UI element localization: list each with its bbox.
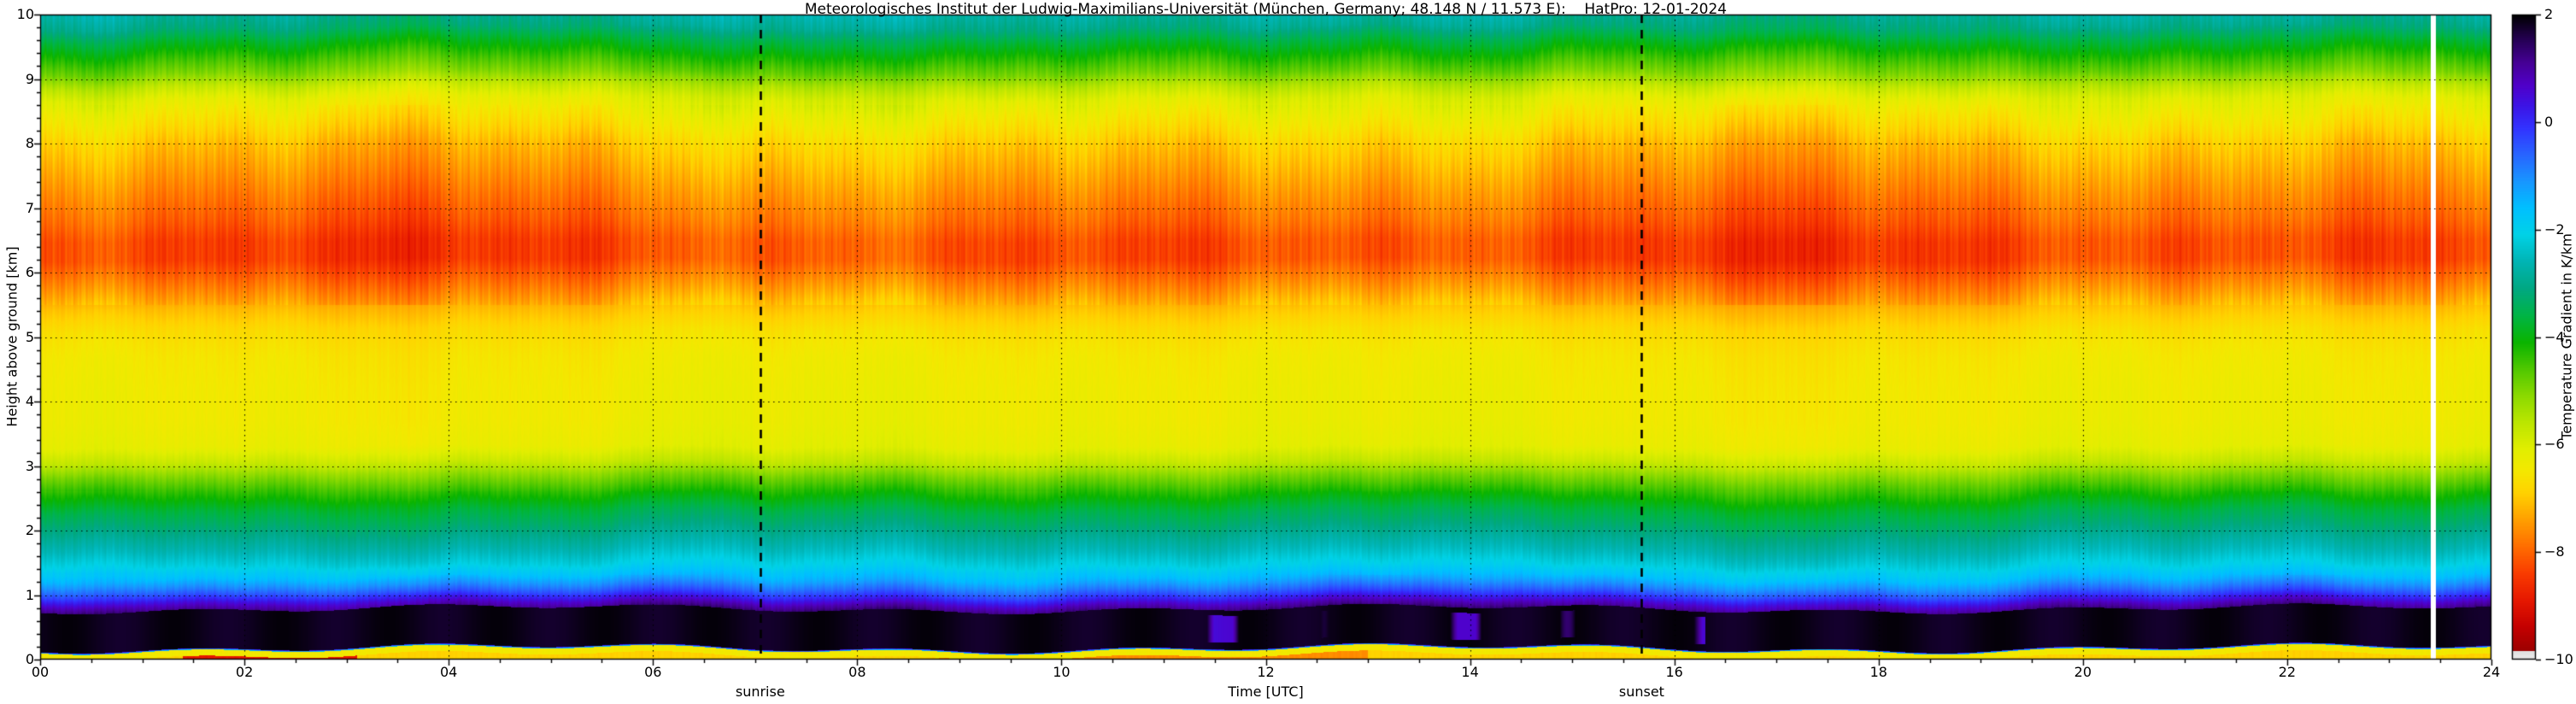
x-tick-label: 24 bbox=[2482, 664, 2501, 680]
y-tick-label: 7 bbox=[25, 199, 34, 216]
colorbar-tick-label: −4 bbox=[2544, 328, 2565, 345]
x-tick-label: 04 bbox=[439, 664, 458, 680]
colorbar-tick-label: 2 bbox=[2544, 6, 2554, 22]
x-tick-label: 20 bbox=[2074, 664, 2092, 680]
y-tick-label: 2 bbox=[25, 522, 34, 538]
x-axis-label: Time [UTC] bbox=[1228, 683, 1304, 700]
colorbar-tick-label: −2 bbox=[2544, 220, 2565, 238]
x-tick-label: 22 bbox=[2278, 664, 2297, 680]
colorbar-tick-label: −10 bbox=[2544, 651, 2573, 667]
x-tick-label: 14 bbox=[1461, 664, 1479, 680]
sunrise-annotation: sunrise bbox=[735, 683, 785, 700]
y-tick-label: 1 bbox=[25, 586, 34, 603]
y-tick-label: 10 bbox=[16, 6, 34, 22]
x-tick-label: 16 bbox=[1665, 664, 1683, 680]
y-tick-label: 8 bbox=[25, 135, 34, 151]
y-tick-label: 3 bbox=[25, 457, 34, 474]
x-tick-label: 10 bbox=[1053, 664, 1071, 680]
y-tick-label: 6 bbox=[25, 264, 34, 280]
x-tick-label: 08 bbox=[848, 664, 866, 680]
y-tick-label: 5 bbox=[25, 328, 34, 345]
x-tick-label: 18 bbox=[1869, 664, 1887, 680]
y-tick-label: 0 bbox=[25, 651, 34, 667]
colorbar-tick-label: −6 bbox=[2544, 436, 2565, 453]
x-tick-label: 02 bbox=[235, 664, 254, 680]
y-tick-label: 9 bbox=[25, 70, 34, 87]
colorbar-tick-label: −8 bbox=[2544, 543, 2565, 560]
chart-title: Meteorologisches Institut der Ludwig-Max… bbox=[804, 1, 1728, 18]
y-tick-label: 4 bbox=[25, 393, 34, 409]
sunset-annotation: sunset bbox=[1618, 683, 1664, 700]
colorbar-tick-label: 0 bbox=[2544, 113, 2554, 130]
x-tick-label: 00 bbox=[31, 664, 50, 680]
x-tick-label: 06 bbox=[644, 664, 662, 680]
x-tick-label: 12 bbox=[1257, 664, 1275, 680]
